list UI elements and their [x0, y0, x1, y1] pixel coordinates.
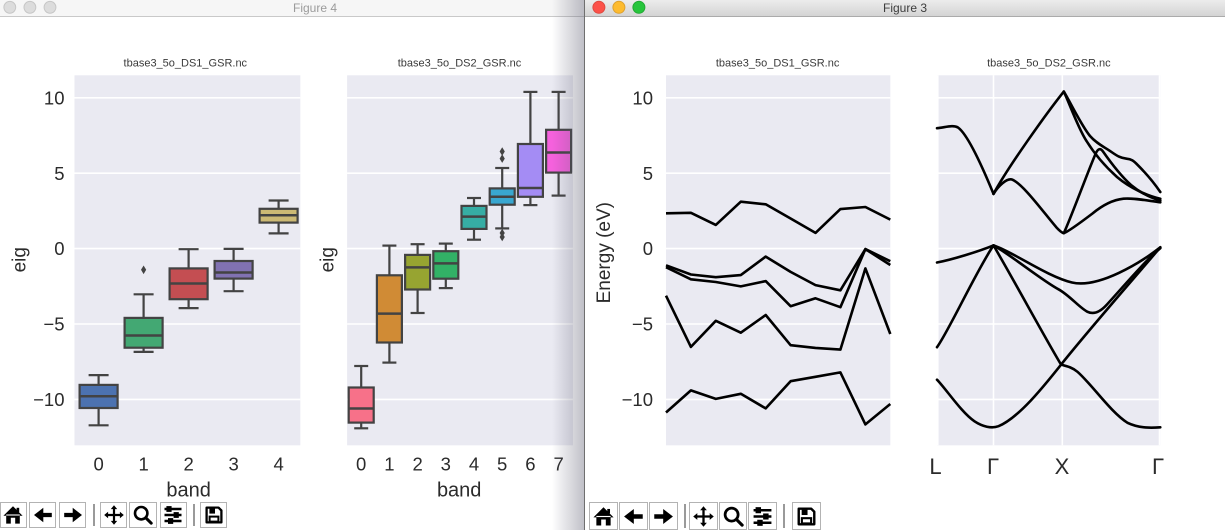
- svg-text:tbase3_5o_DS1_GSR.nc: tbase3_5o_DS1_GSR.nc: [716, 58, 840, 70]
- svg-text:1: 1: [384, 454, 394, 475]
- svg-text:1: 1: [138, 454, 148, 475]
- svg-text:3: 3: [228, 454, 238, 475]
- svg-text:4: 4: [273, 454, 283, 475]
- svg-text:eig: eig: [10, 247, 31, 272]
- svg-text:Γ: Γ: [987, 454, 999, 479]
- svg-text:−10: −10: [33, 389, 64, 410]
- svg-text:0: 0: [356, 454, 366, 475]
- svg-text:3: 3: [441, 454, 451, 475]
- svg-text:10: 10: [44, 87, 65, 108]
- svg-text:5: 5: [497, 454, 507, 475]
- svg-text:−5: −5: [43, 314, 64, 335]
- svg-text:0: 0: [643, 238, 653, 259]
- svg-text:eig: eig: [318, 247, 339, 272]
- svg-text:Figure 3: Figure 3: [883, 1, 927, 15]
- svg-text:5: 5: [643, 163, 653, 184]
- svg-text:Figure 4: Figure 4: [293, 1, 337, 15]
- svg-text:7: 7: [553, 454, 563, 475]
- svg-text:2: 2: [412, 454, 422, 475]
- svg-text:tbase3_5o_DS1_GSR.nc: tbase3_5o_DS1_GSR.nc: [124, 58, 248, 70]
- svg-text:−10: −10: [622, 389, 653, 410]
- svg-text:X: X: [1055, 454, 1070, 479]
- svg-text:L: L: [929, 454, 941, 479]
- svg-text:tbase3_5o_DS2_GSR.nc: tbase3_5o_DS2_GSR.nc: [398, 58, 522, 70]
- svg-text:band: band: [166, 479, 211, 501]
- svg-text:tbase3_5o_DS2_GSR.nc: tbase3_5o_DS2_GSR.nc: [987, 58, 1111, 70]
- svg-text:Γ: Γ: [1152, 454, 1164, 479]
- svg-text:0: 0: [54, 238, 64, 259]
- svg-text:10: 10: [632, 87, 653, 108]
- svg-text:4: 4: [469, 454, 479, 475]
- svg-text:0: 0: [93, 454, 103, 475]
- svg-text:5: 5: [54, 163, 64, 184]
- svg-text:band: band: [437, 479, 482, 501]
- svg-text:Energy (eV): Energy (eV): [594, 202, 615, 303]
- svg-text:6: 6: [525, 454, 535, 475]
- svg-text:2: 2: [183, 454, 193, 475]
- svg-text:−5: −5: [632, 314, 653, 335]
